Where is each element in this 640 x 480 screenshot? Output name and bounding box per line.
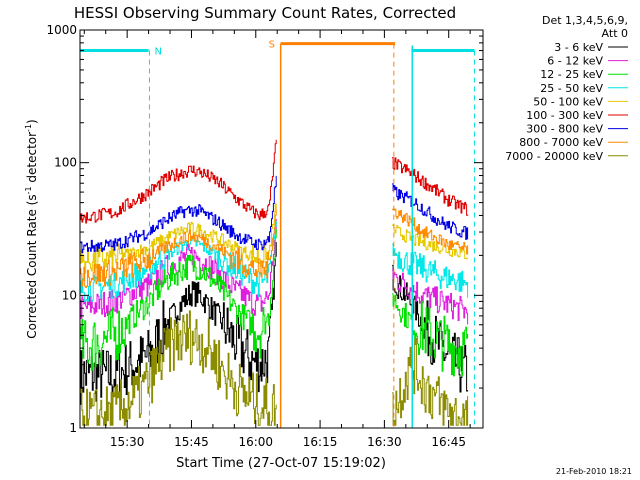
y-tick-label: 1 [69, 421, 77, 435]
series-line [80, 209, 277, 288]
series-line [80, 310, 277, 426]
legend-header-line2: Att 0 [602, 27, 628, 40]
y-tick-label: 1000 [46, 23, 77, 37]
series-line [80, 220, 277, 303]
y-axis-label-end: ) [25, 119, 39, 124]
legend-entry-label: 100 - 300 keV [526, 109, 603, 122]
y-axis-label-mid: detector [25, 132, 39, 187]
legend-entry-label: 25 - 50 keV [540, 82, 603, 95]
x-tick-label: 16:00 [238, 435, 273, 449]
plot-frame [79, 29, 484, 429]
legend-entry-label: 12 - 25 keV [540, 68, 603, 81]
y-axis: 1 10 100 1000 [46, 23, 483, 435]
plot-area: NS [80, 40, 475, 428]
series-line [392, 243, 469, 298]
legend-entry-label: 6 - 12 keV [547, 55, 603, 68]
x-axis-label: Start Time (27-Oct-07 15:19:02) [176, 456, 386, 471]
legend-entry-label: 50 - 100 keV [533, 95, 603, 108]
legend-entry-label: 7000 - 20000 keV [505, 150, 603, 163]
y-tick-label: 10 [62, 288, 77, 302]
legend-entry-label: 800 - 7000 keV [519, 136, 603, 149]
series-line [80, 139, 277, 224]
series-line [392, 224, 469, 260]
series-line [392, 157, 469, 216]
x-tick-label: 16:30 [367, 435, 402, 449]
legend-entry-label: 300 - 800 keV [526, 123, 603, 136]
x-tick-label: 15:45 [174, 435, 209, 449]
series-line [392, 293, 469, 377]
y-axis-label-main: Corrected Count Rate (s [25, 194, 39, 338]
series-line [392, 183, 469, 240]
footer-date: 21-Feb-2010 18:21 [555, 467, 632, 476]
saa-label: S [269, 40, 275, 51]
y-axis-label: Corrected Count Rate (s-1 detector-1) [24, 119, 39, 338]
y-axis-label-sup1: -1 [24, 186, 33, 194]
x-tick-label: 16:15 [303, 435, 338, 449]
series-line [392, 208, 469, 255]
legend-header-line1: Det 1,3,4,5,6,9, [542, 14, 628, 27]
series-line [392, 264, 469, 393]
legend-entry-label: 3 - 6 keV [554, 41, 603, 54]
series-line [80, 228, 277, 371]
night-label: N [154, 47, 161, 58]
series-line [80, 175, 277, 254]
x-axis: 15:30 15:45 16:00 16:15 16:30 16:45 [83, 30, 471, 449]
series-line [392, 337, 469, 426]
x-tick-label: 15:30 [110, 435, 145, 449]
y-axis-label-sup2: -1 [24, 124, 33, 132]
chart-title: HESSI Observing Summary Count Rates, Cor… [74, 4, 456, 22]
x-tick-label: 16:45 [431, 435, 466, 449]
y-tick-label: 100 [54, 156, 77, 170]
